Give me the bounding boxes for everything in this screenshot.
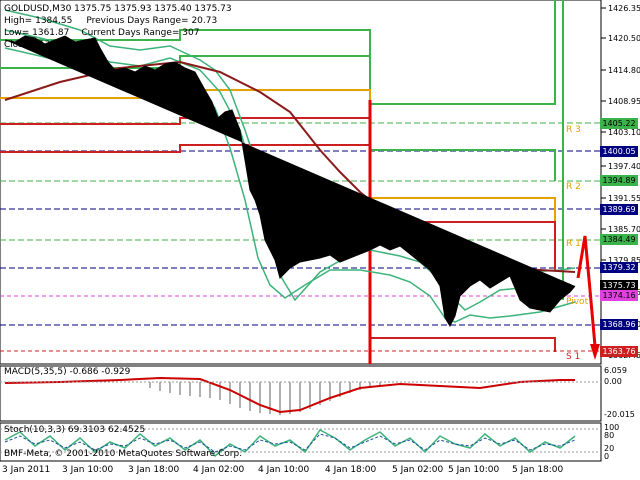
macd-label: MACD(5,35,5) -0.686 -0.929 [4, 367, 131, 377]
price-badge: 1374.16 [600, 290, 638, 301]
price-tick-label: 1397.40 [608, 162, 640, 171]
price-badge: 1363.76 [600, 346, 638, 357]
time-axis-label: 4 Jan 02:00 [193, 465, 245, 475]
price-tick-label: 1426.35 [608, 4, 640, 13]
price-badge: 1375.73 [600, 280, 638, 291]
price-badge: 1368.96 [600, 319, 638, 330]
low-value: Low= 1361.87 [4, 28, 70, 38]
time-axis-label: 4 Jan 10:00 [258, 465, 310, 475]
stoch-tick-0: 0 [604, 452, 610, 461]
symbol-ohlc: GOLDUSD,M30 1375.75 1375.93 1375.40 1375… [4, 4, 232, 14]
time-axis-label: 5 Jan 10:00 [448, 465, 500, 475]
time-axis-label: 3 Jan 10:00 [62, 465, 114, 475]
time-axis-label: 4 Jan 18:00 [325, 465, 377, 475]
time-axis-label: 3 Jan 18:00 [128, 465, 180, 475]
price-tick-label: 1379.85 [608, 256, 640, 265]
time-axis-label: 5 Jan 18:00 [512, 465, 564, 475]
close-value: Close= 1375.73 [4, 40, 77, 50]
stoch-main-line [4, 429, 576, 458]
price-tick-label: 1403.10 [608, 128, 640, 137]
price-badge: 1379.32 [600, 262, 638, 273]
price-badge: 1405.22 [600, 118, 638, 129]
level-label-r2: R 2 [566, 182, 581, 192]
price-candles [4, 35, 576, 328]
price-tick-label: 1408.95 [608, 97, 640, 106]
watermark: BMF-Meta, © 2001-2010 MetaQuotes Softwar… [4, 449, 243, 459]
price-tick-label: 1385.70 [608, 225, 640, 234]
level-label-r1: R 1 [566, 239, 581, 249]
time-axis-label: 3 Jan 2011 [2, 465, 51, 475]
stoch-tick-100: 100 [604, 423, 620, 432]
high-value: High= 1384.55 [4, 16, 73, 26]
macd-tick-bottom: -20.015 [604, 410, 635, 419]
level-label-r3: R 3 [566, 125, 581, 135]
price-badge: 1389.69 [600, 204, 638, 215]
macd-tick-zero: 0.00 [604, 377, 622, 386]
macd-tick-top: 6.059 [604, 366, 627, 375]
macd-signal-line [4, 376, 575, 414]
price-badge: 1400.05 [600, 146, 638, 157]
chart-header: GOLDUSD,M30 1375.75 1375.93 1375.40 1375… [4, 3, 232, 51]
price-axis: 1426.35 1420.50 1414.80 1408.95 1403.10 1397.… [600, 0, 640, 364]
stoch-label: Stoch(10,3,3) 69.3103 62.4525 [4, 425, 146, 435]
time-axis-label: 5 Jan 02:00 [392, 465, 444, 475]
price-badge: 1384.49 [600, 234, 638, 245]
curr-days-range: Current Days Range= 307 [81, 28, 200, 38]
level-label-pivot: Pivot [566, 297, 589, 307]
level-label-s1: S 1 [566, 352, 581, 362]
price-tick-label: 1420.50 [608, 34, 640, 43]
forecast-arrow [576, 235, 597, 347]
forecast-arrowhead [590, 344, 600, 360]
stoch-tick-80: 80 [604, 431, 615, 440]
price-badge: 1394.89 [600, 175, 638, 186]
stoch-signal-line [4, 433, 576, 453]
price-tick-label: 1414.80 [608, 66, 640, 75]
time-axis: 3 Jan 2011 3 Jan 10:00 3 Jan 18:00 4 Jan 02… [0, 463, 601, 480]
stoch-tick-20: 20 [604, 444, 615, 453]
prev-days-range: Previous Days Range= 20.73 [86, 16, 218, 26]
price-tick-label: 1391.55 [608, 194, 640, 203]
